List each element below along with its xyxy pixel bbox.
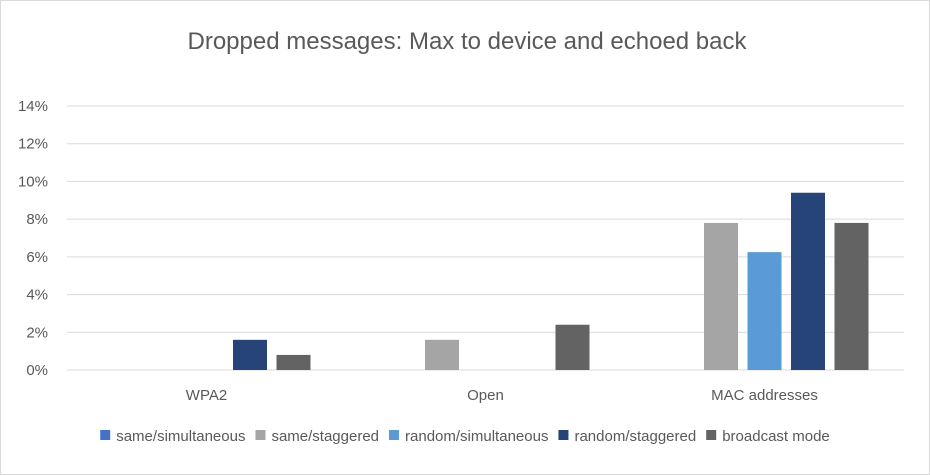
bar	[834, 222, 869, 370]
x-category-label: WPA2	[186, 387, 227, 404]
legend-swatch	[100, 430, 111, 440]
legend-label: same/simultaneous	[116, 428, 245, 445]
legend-label: random/staggered	[574, 428, 696, 445]
bar	[425, 339, 459, 370]
x-axis-categories: WPA2 Open MAC addresses	[186, 387, 818, 404]
legend-swatch	[389, 430, 400, 440]
legend-swatch	[255, 430, 266, 440]
y-tick-label: 10%	[18, 173, 48, 190]
legend-item: random/staggered	[558, 428, 696, 445]
legend-swatch	[706, 430, 717, 440]
legend-label: broadcast mode	[722, 428, 830, 445]
bar	[276, 354, 311, 370]
y-tick-label: 8%	[26, 211, 48, 228]
bar	[747, 252, 782, 370]
gridlines	[67, 105, 904, 371]
legend-label: random/simultaneous	[405, 428, 548, 445]
legend-item: broadcast mode	[706, 428, 830, 445]
y-tick-label: 2%	[26, 324, 48, 341]
legend-swatch	[558, 430, 569, 440]
x-category-label: Open	[467, 387, 504, 404]
bar	[791, 192, 825, 370]
chart-title: Dropped messages: Max to device and echo…	[188, 28, 748, 55]
bar	[555, 324, 590, 370]
bar	[233, 339, 267, 370]
legend-item: same/staggered	[255, 428, 379, 445]
y-tick-label: 0%	[26, 362, 48, 379]
x-category-label: MAC addresses	[711, 387, 818, 404]
y-tick-label: 4%	[26, 287, 48, 304]
legend-item: same/simultaneous	[100, 428, 245, 445]
y-tick-label: 6%	[26, 249, 48, 266]
y-tick-label: 12%	[18, 136, 48, 153]
legend-item: random/simultaneous	[389, 428, 548, 445]
bars	[233, 192, 869, 370]
y-tick-label: 14%	[18, 98, 48, 115]
y-axis-ticks: 0% 2% 4% 6% 8% 10% 12% 14%	[18, 98, 48, 379]
legend: same/simultaneous same/staggered random/si…	[100, 428, 830, 445]
legend-label: same/staggered	[271, 428, 379, 445]
bar	[704, 222, 738, 370]
